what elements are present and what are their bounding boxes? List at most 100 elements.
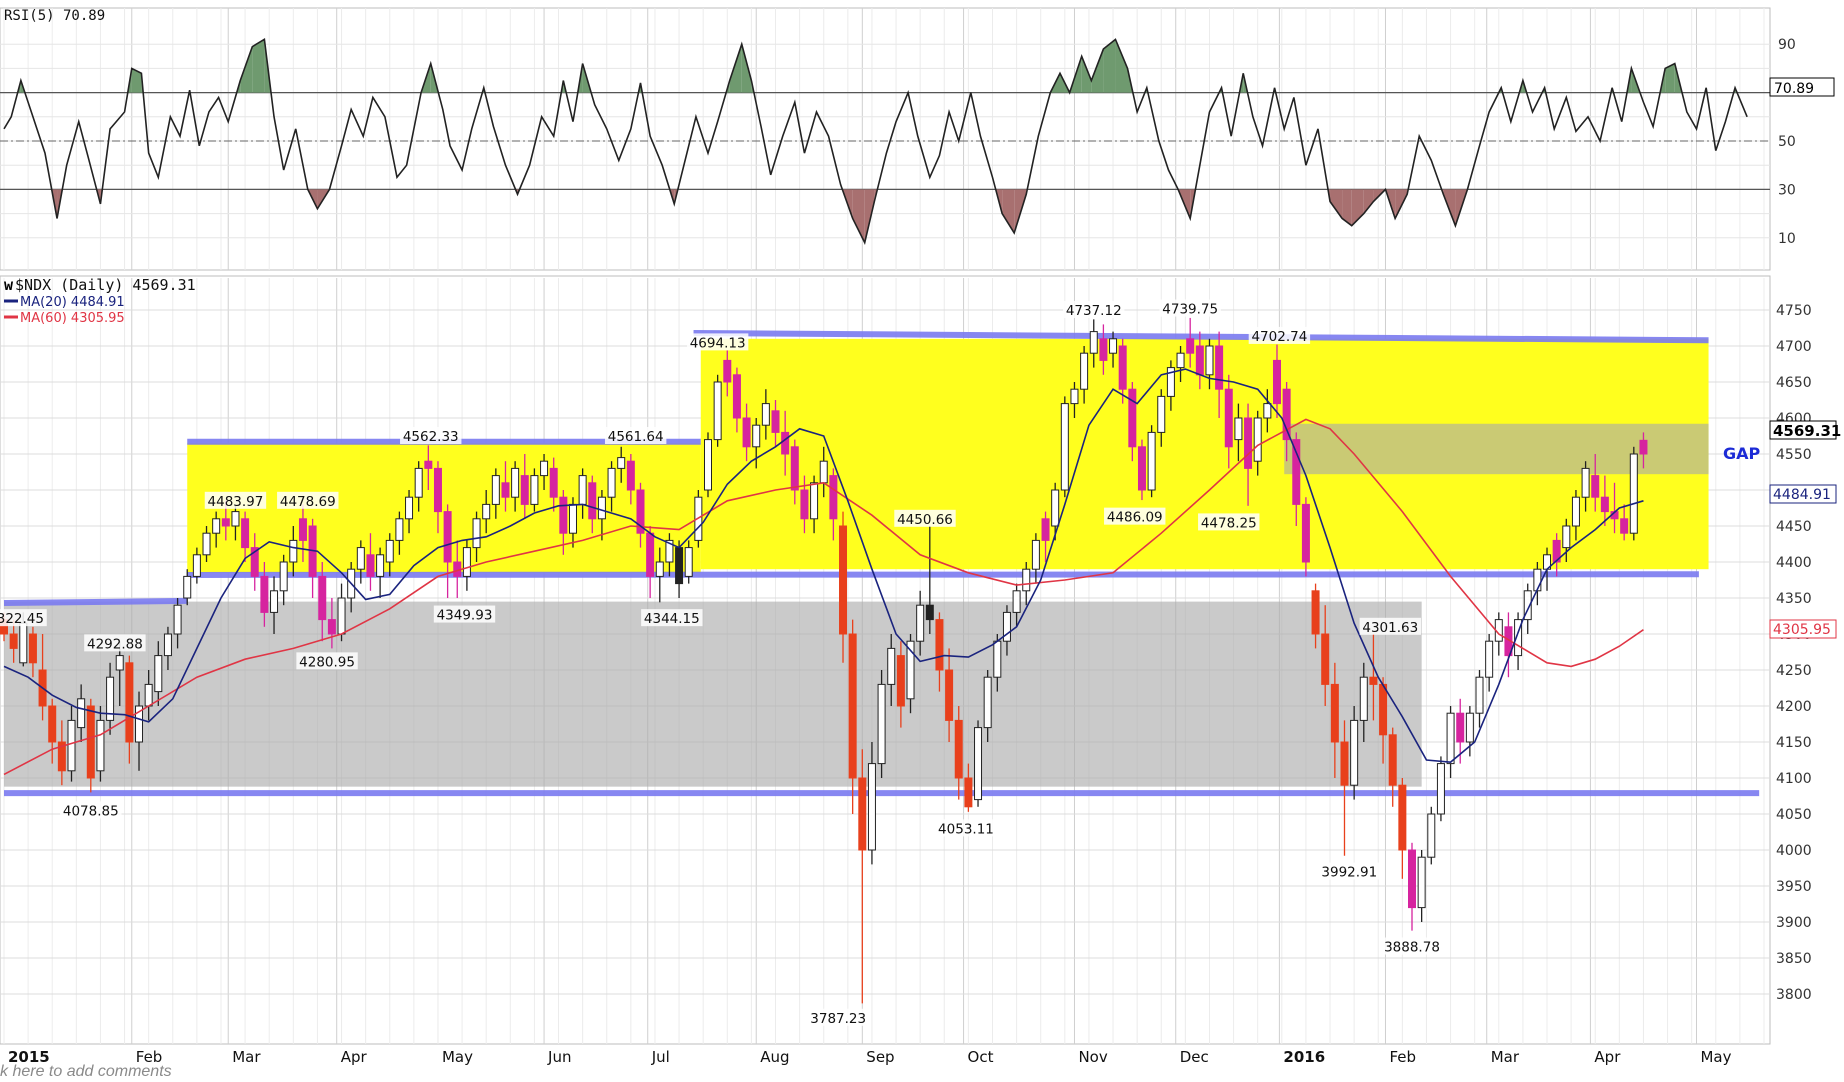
candle-body [906, 640, 915, 700]
ma20-line [3, 368, 1644, 763]
candle-body [67, 719, 76, 772]
candle-body [675, 547, 684, 585]
candle-body [925, 604, 934, 621]
candle-body [115, 655, 124, 671]
price-point-label: 3888.78 [1384, 939, 1440, 955]
candle-body [1234, 417, 1243, 441]
x-tick-label: Apr [341, 1048, 368, 1066]
support-lines [3, 330, 1760, 797]
candle-body [1070, 388, 1079, 405]
candle-body [135, 705, 144, 743]
candle-body [1562, 525, 1571, 549]
candle-body [57, 741, 66, 772]
x-tick-label: Feb [1389, 1048, 1416, 1066]
candle-body [1051, 489, 1060, 527]
candle-body [96, 719, 105, 772]
candle-body [1205, 345, 1214, 376]
rsi-overbought-fill [1091, 49, 1104, 93]
price-point-label-bg [0, 609, 47, 627]
rsi-panel: 10 30 50 90 RSI(5) 70.89 70.89 [0, 7, 1835, 271]
candle-body [1002, 611, 1011, 642]
candle-body [1089, 331, 1098, 354]
candle-body [839, 525, 848, 635]
candle-body [414, 467, 423, 498]
candle-body [1041, 518, 1050, 541]
rsi-tick-label: 90 [1778, 37, 1796, 53]
candle-body [1514, 619, 1523, 657]
candle-body [86, 705, 95, 779]
candle-body [800, 489, 809, 520]
candle-body [202, 532, 211, 556]
candle-body [1552, 539, 1561, 563]
price-point-label-bg [1104, 507, 1166, 525]
candle-body [665, 539, 674, 563]
rsi-current-box [1769, 77, 1835, 97]
candle-body [742, 417, 751, 448]
x-tick-label: Sep [866, 1048, 894, 1066]
candle-body [655, 561, 664, 577]
footer-comments-link[interactable]: k here to add comments [0, 1063, 172, 1080]
candle-body [983, 676, 992, 729]
x-tick-label: Dec [1180, 1048, 1209, 1066]
candle-body [1581, 467, 1590, 498]
candle-body [1253, 417, 1262, 462]
price-point-label-bg [1248, 326, 1311, 344]
ma20-legend-label: MA(20) 4484.91 [20, 295, 125, 310]
candle-body [1321, 633, 1330, 685]
price-point-label-bg [400, 427, 462, 444]
rsi-overbought-fill [729, 44, 742, 93]
candle-body [1099, 338, 1108, 361]
candle-body [1128, 388, 1137, 448]
candle-body [1591, 475, 1600, 498]
rsi-tick-label: 50 [1778, 134, 1796, 150]
price-point-label: 4301.63 [1362, 620, 1418, 636]
candle-body [260, 575, 269, 613]
price-tick-label: 4650 [1776, 375, 1812, 391]
candle-body [723, 359, 732, 383]
price-point-label-bg [60, 801, 122, 819]
price-point-label: 4478.25 [1201, 515, 1257, 531]
candle-body [559, 496, 568, 534]
price-point-label: 4450.66 [897, 512, 953, 528]
ma60-line [3, 418, 1644, 776]
price-point-label-bg [1318, 862, 1381, 880]
candle-body [964, 777, 973, 808]
price-tick-label: 4000 [1776, 843, 1812, 859]
candle-body [443, 511, 452, 563]
rsi-overbought-fill [240, 46, 253, 93]
x-tick-label: May [1700, 1048, 1731, 1066]
candle-body [1388, 734, 1397, 786]
candle-body [974, 727, 983, 801]
candle-body [1224, 388, 1233, 448]
candle-body [491, 475, 500, 505]
rsi-grid [0, 8, 1770, 270]
candle-body [1427, 813, 1436, 858]
candle-body [993, 640, 1002, 678]
candle-body [1571, 496, 1580, 527]
candle-body [1080, 352, 1089, 390]
candle-body [1523, 590, 1532, 621]
candle-body [684, 547, 693, 577]
x-tick-label: 2016 [1283, 1048, 1325, 1066]
price-tick-label: 4050 [1776, 807, 1812, 823]
candle-body [318, 575, 327, 621]
candle-body [173, 604, 182, 635]
price-point-label: 4053.11 [938, 821, 994, 837]
candle-body [790, 446, 799, 491]
current-price-label: 4569.31 [1773, 422, 1841, 440]
rsi-overbought-fill [1081, 56, 1092, 93]
ma20-axis-label: 4484.91 [1773, 487, 1831, 503]
candle-body [48, 705, 57, 743]
candle-body [945, 669, 954, 721]
candle-body [1215, 345, 1224, 390]
price-axis: 3800 3850 3900 3950 4000 4050 4100 4150 4200 4250… [1776, 303, 1812, 1003]
candle-body [781, 431, 790, 455]
x-axis: 2015 Feb Mar Apr May Jun Jul Aug Sep Oct Nov Dec 201… [8, 1048, 1732, 1066]
price-point-label-bg [604, 427, 667, 444]
candle-body [192, 554, 201, 577]
rsi-overbought-fill [1665, 63, 1675, 93]
candle-body [154, 655, 163, 693]
rsi-tick-label: 30 [1778, 182, 1796, 198]
candle-body [77, 698, 86, 729]
x-tick-label: 2015 [8, 1048, 50, 1066]
